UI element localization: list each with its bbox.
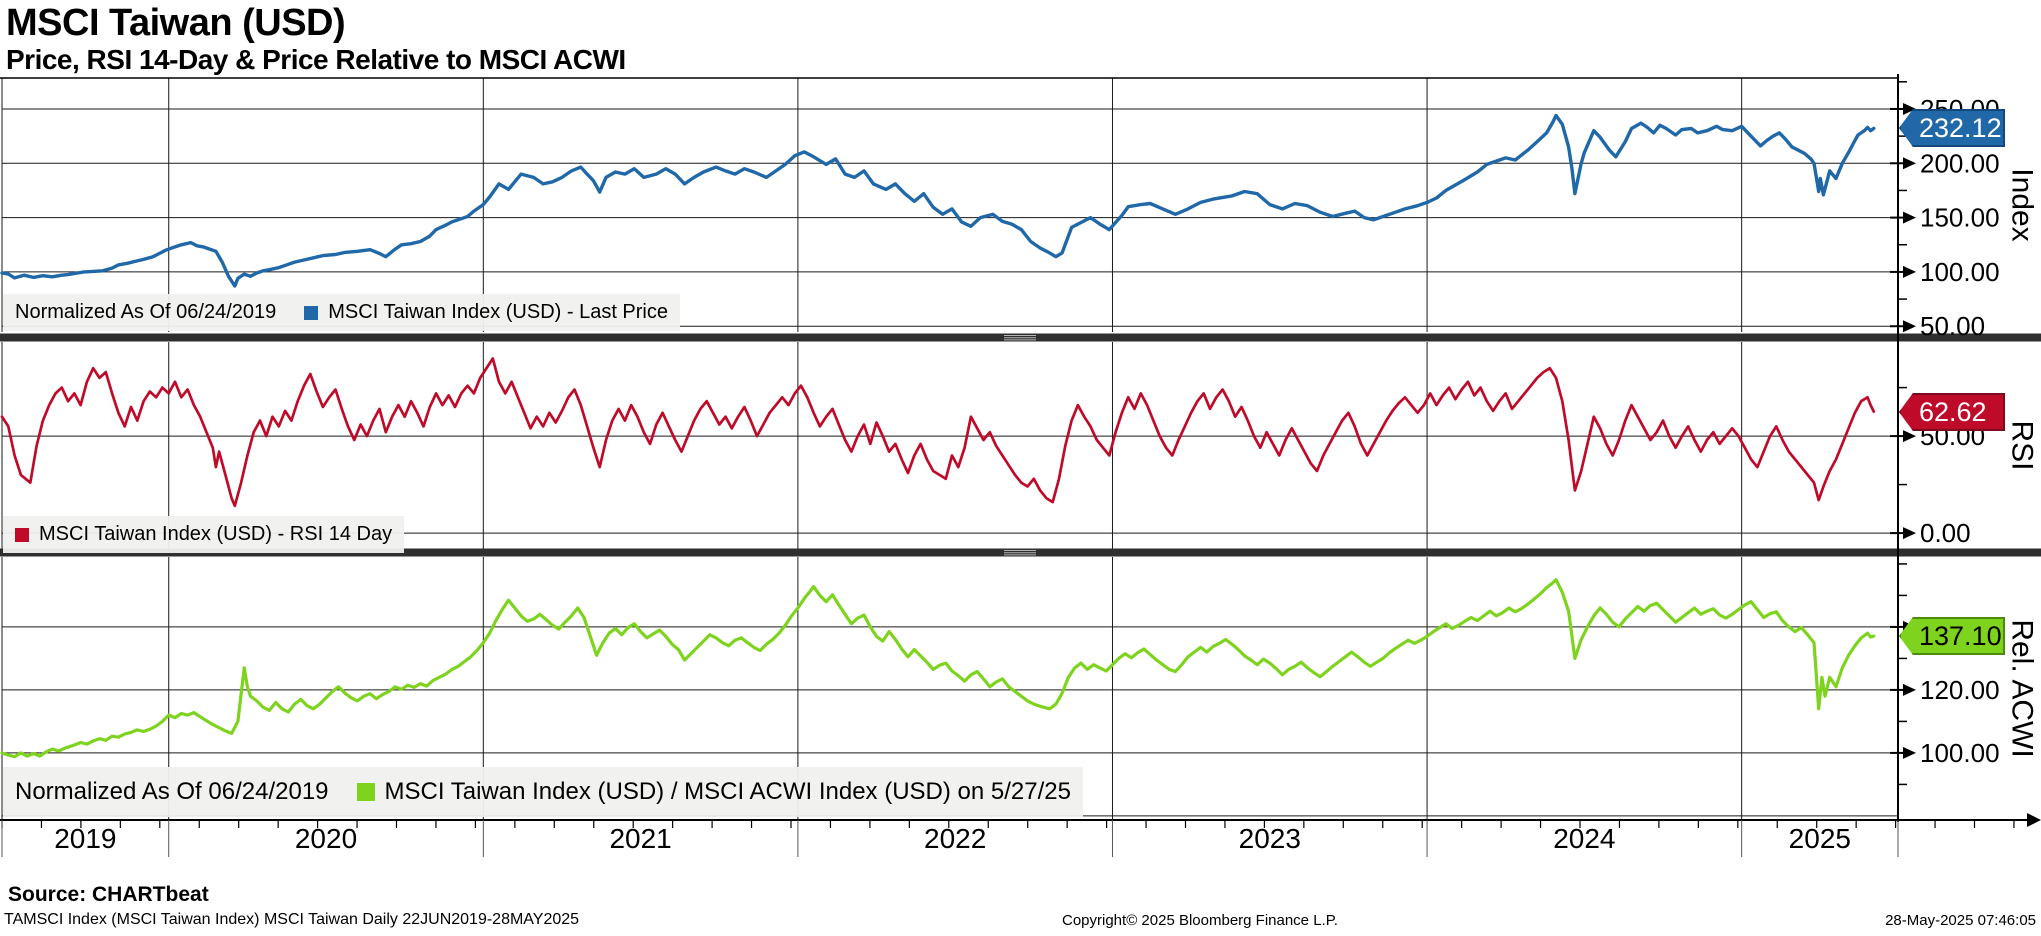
relative-line[interactable] xyxy=(0,578,1876,759)
x-year-label: 2023 xyxy=(1239,823,1301,854)
y-tick-arrow-icon xyxy=(1903,265,1916,278)
page-title: MSCI Taiwan (USD) xyxy=(6,2,346,44)
security-description: TAMSCI Index (MSCI Taiwan Index) MSCI Ta… xyxy=(4,911,580,928)
y-axis-title: Rel. ACWI xyxy=(2006,619,2039,757)
x-year-label: 2025 xyxy=(1789,823,1851,854)
y-axis-label: 50.00 xyxy=(1920,311,1985,341)
legend-price: Normalized As Of 06/24/2019 MSCI Taiwan … xyxy=(3,294,681,331)
price-line[interactable] xyxy=(0,113,1876,288)
price-series-label: MSCI Taiwan Index (USD) - Last Price xyxy=(328,301,669,323)
x-year-label: 2020 xyxy=(295,823,357,854)
y-axis-label: 200.00 xyxy=(1920,148,2000,178)
copyright-notice: Copyright© 2025 Bloomberg Finance L.P. xyxy=(1062,912,1338,929)
y-axis-label: 120.00 xyxy=(1920,675,2000,705)
page-subtitle: Price, RSI 14-Day & Price Relative to MS… xyxy=(6,44,626,75)
y-tick-arrow-icon xyxy=(1903,211,1916,224)
y-tick-arrow-icon xyxy=(1903,746,1916,759)
y-axis-label: 100.00 xyxy=(1920,738,2000,768)
relative-series-swatch-icon xyxy=(356,783,375,801)
last-value-badge-price: 232.12 xyxy=(1899,109,2005,147)
y-tick-arrow-icon xyxy=(1903,430,1916,443)
normalized-note: Normalized As Of 06/24/2019 xyxy=(15,301,277,323)
last-value-badge-rsi: 62.62 xyxy=(1899,393,2005,431)
x-year-label: 2019 xyxy=(54,823,116,854)
y-tick-arrow-icon xyxy=(1903,102,1916,115)
y-axis-label: 150.00 xyxy=(1920,203,2000,233)
y-tick-arrow-icon xyxy=(1903,320,1916,333)
source-line: Source: CHARTbeat xyxy=(8,883,209,906)
rsi-series-swatch-icon xyxy=(15,527,29,542)
legend-rsi: MSCI Taiwan Index (USD) - RSI 14 Day xyxy=(3,516,405,553)
y-axis-label: 100.00 xyxy=(1920,257,2000,287)
rsi-series-label: MSCI Taiwan Index (USD) - RSI 14 Day xyxy=(39,523,393,545)
x-axis-arrow-icon xyxy=(2027,813,2041,827)
relative-series-label: MSCI Taiwan Index (USD) / MSCI ACWI Inde… xyxy=(384,778,1071,805)
y-tick-arrow-icon xyxy=(1903,157,1916,170)
x-year-label: 2024 xyxy=(1553,823,1615,854)
x-year-label: 2022 xyxy=(924,823,986,854)
y-axis-title: RSI xyxy=(2006,420,2039,470)
last-value-badge-relative: 137.10 xyxy=(1899,617,2005,655)
y-axis-label: 0.00 xyxy=(1920,518,1971,548)
y-tick-arrow-icon xyxy=(1903,527,1916,540)
timestamp: 28-May-2025 07:46:05 xyxy=(1885,912,2036,929)
price-series-swatch-icon xyxy=(304,305,319,320)
y-tick-arrow-icon xyxy=(1903,683,1916,696)
legend-relative: Normalized As Of 06/24/2019 MSCI Taiwan … xyxy=(3,767,1083,817)
rsi-line[interactable] xyxy=(0,357,1876,508)
x-year-label: 2021 xyxy=(609,823,671,854)
normalized-note: Normalized As Of 06/24/2019 xyxy=(15,778,329,805)
y-axis-title: Index xyxy=(2006,168,2039,241)
